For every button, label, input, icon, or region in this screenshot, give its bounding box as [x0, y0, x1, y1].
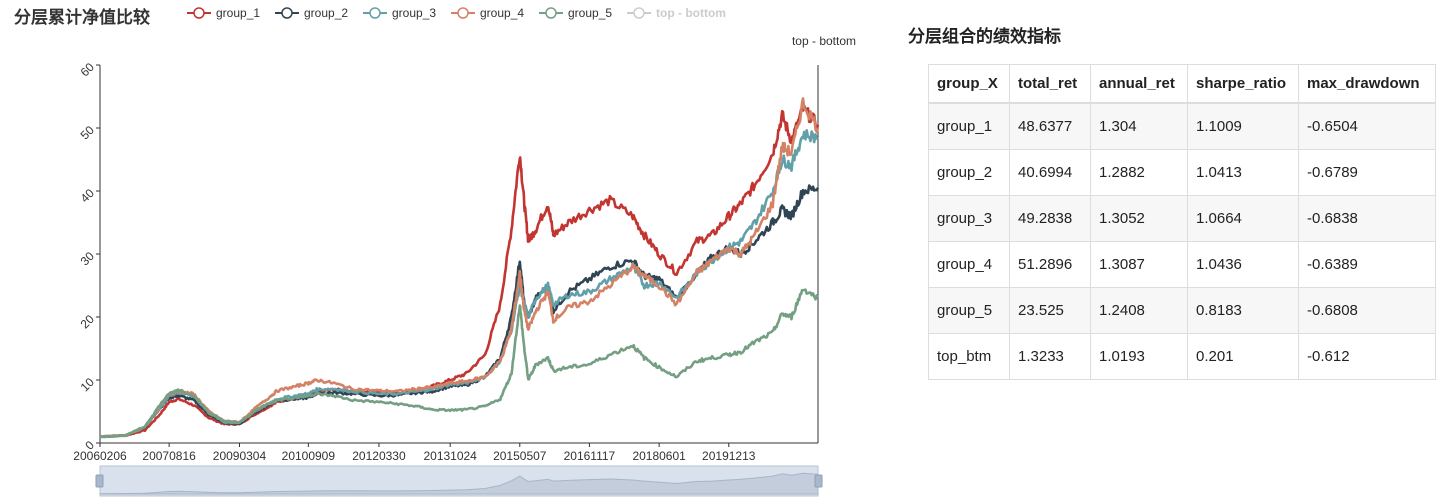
table-cell: group_3 [928, 195, 1010, 242]
legend-label-5: group_5 [568, 6, 612, 20]
legend-item-group-5[interactable]: group_5 [539, 6, 612, 20]
zoom-handle-right[interactable] [814, 474, 823, 488]
legend-marker-circle-6 [633, 7, 645, 19]
table-cell: 1.3233 [1009, 333, 1091, 380]
right-axis-label: top - bottom [792, 34, 856, 48]
y-tick-label: 30 [78, 249, 98, 269]
legend: group_1 group_2 group_3 group_4 group_5 … [187, 6, 726, 20]
table-cell: group_2 [928, 149, 1010, 196]
table-cell: -0.6789 [1298, 149, 1436, 196]
x-tick-label: 20180601 [632, 449, 686, 463]
table-cell: 1.2408 [1090, 287, 1188, 334]
table-cell: 1.3052 [1090, 195, 1188, 242]
table-cell: -0.6808 [1298, 287, 1436, 334]
table-cell: 1.304 [1090, 102, 1188, 150]
x-tick-label: 20150507 [493, 449, 547, 463]
series-line-group-2 [99, 184, 820, 439]
y-tick-label: 20 [78, 312, 98, 332]
metrics-table: group_X total_ret annual_ret sharpe_rati… [928, 64, 1436, 380]
x-tick-label: 20161117 [564, 449, 616, 463]
table-row: group_3 49.2838 1.3052 1.0664 -0.6838 [928, 195, 1436, 242]
legend-label-2: group_2 [304, 6, 348, 20]
y-tick-label: 60 [78, 60, 98, 80]
table-cell: -0.6838 [1298, 195, 1436, 242]
table-row: group_4 51.2896 1.3087 1.0436 -0.6389 [928, 241, 1436, 288]
table-header-row: group_X total_ret annual_ret sharpe_rati… [928, 64, 1436, 104]
table-cell: 23.525 [1009, 287, 1091, 334]
y-tick-label: 50 [78, 123, 98, 143]
table-cell: 1.0413 [1187, 149, 1299, 196]
x-tick-label: 20191213 [702, 449, 756, 463]
table-cell: top_btm [928, 333, 1010, 380]
table-cell: 1.0436 [1187, 241, 1299, 288]
x-tick-label: 20120330 [352, 449, 406, 463]
x-tick-label: 20100909 [282, 449, 336, 463]
series-line-group-3 [99, 129, 819, 439]
table-title: 分层组合的绩效指标 [908, 27, 1061, 46]
net-value-chart: 分层累计净值比较 group_1 group_2 group_3 group_4… [14, 6, 856, 497]
legend-label-3: group_3 [392, 6, 436, 20]
table-cell: 1.3087 [1090, 241, 1188, 288]
legend-marker-circle-5 [545, 7, 557, 19]
table-cell: group_1 [928, 102, 1010, 150]
legend-marker-circle-4 [457, 7, 469, 19]
header-total-ret: total_ret [1009, 64, 1091, 104]
legend-item-group-1[interactable]: group_1 [187, 6, 260, 20]
legend-item-group-2[interactable]: group_2 [275, 6, 348, 20]
table-cell: 0.8183 [1187, 287, 1299, 334]
legend-item-top-bottom[interactable]: top - bottom [627, 6, 726, 20]
x-tick-label: 20090304 [213, 449, 267, 463]
y-tick-label: 40 [78, 186, 98, 206]
table-cell: 0.201 [1187, 333, 1299, 380]
table-row: group_5 23.525 1.2408 0.8183 -0.6808 [928, 287, 1436, 334]
series-lines [99, 97, 820, 439]
legend-marker-circle-3 [369, 7, 381, 19]
data-zoom-slider[interactable] [95, 465, 823, 497]
x-tick-label: 20070816 [142, 449, 196, 463]
legend-label-1: group_1 [216, 6, 260, 20]
header-group-x: group_X [928, 64, 1010, 104]
zoom-preview-area [99, 472, 819, 495]
chart-title: 分层累计净值比较 [14, 7, 150, 27]
table-cell: -0.612 [1298, 333, 1436, 380]
y-tick-label: 10 [78, 375, 98, 395]
series-line-group-5 [99, 288, 820, 439]
legend-item-group-4[interactable]: group_4 [451, 6, 524, 20]
legend-label-6: top - bottom [656, 6, 726, 20]
x-tick-label: 20060206 [73, 449, 127, 463]
table-cell: 1.1009 [1187, 102, 1299, 150]
table-cell: 40.6994 [1009, 149, 1091, 196]
header-sharpe-ratio: sharpe_ratio [1187, 64, 1299, 104]
x-tick-label: 20131024 [423, 449, 477, 463]
table-cell: 51.2896 [1009, 241, 1091, 288]
table-cell: group_4 [928, 241, 1010, 288]
table-cell: -0.6389 [1298, 241, 1436, 288]
table-cell: 1.0664 [1187, 195, 1299, 242]
table-row: top_btm 1.3233 1.0193 0.201 -0.612 [928, 333, 1436, 380]
header-annual-ret: annual_ret [1090, 64, 1188, 104]
table-cell: 48.6377 [1009, 102, 1091, 150]
x-axis-ticks: 20060206 20070816 20090304 20100909 20120330… [73, 443, 756, 463]
table-cell: 1.2882 [1090, 149, 1188, 196]
table-row: group_1 48.6377 1.304 1.1009 -0.6504 [928, 102, 1436, 150]
table-row: group_2 40.6994 1.2882 1.0413 -0.6789 [928, 149, 1436, 196]
legend-item-group-3[interactable]: group_3 [363, 6, 436, 20]
zoom-handle-left[interactable] [95, 474, 104, 488]
table-cell: 49.2838 [1009, 195, 1091, 242]
table-cell: -0.6504 [1298, 102, 1436, 150]
header-max-drawdown: max_drawdown [1298, 64, 1436, 104]
legend-marker-circle-1 [193, 7, 205, 19]
table-cell: group_5 [928, 287, 1010, 334]
legend-label-4: group_4 [480, 6, 524, 20]
legend-marker-circle-2 [281, 7, 293, 19]
table-cell: 1.0193 [1090, 333, 1188, 380]
